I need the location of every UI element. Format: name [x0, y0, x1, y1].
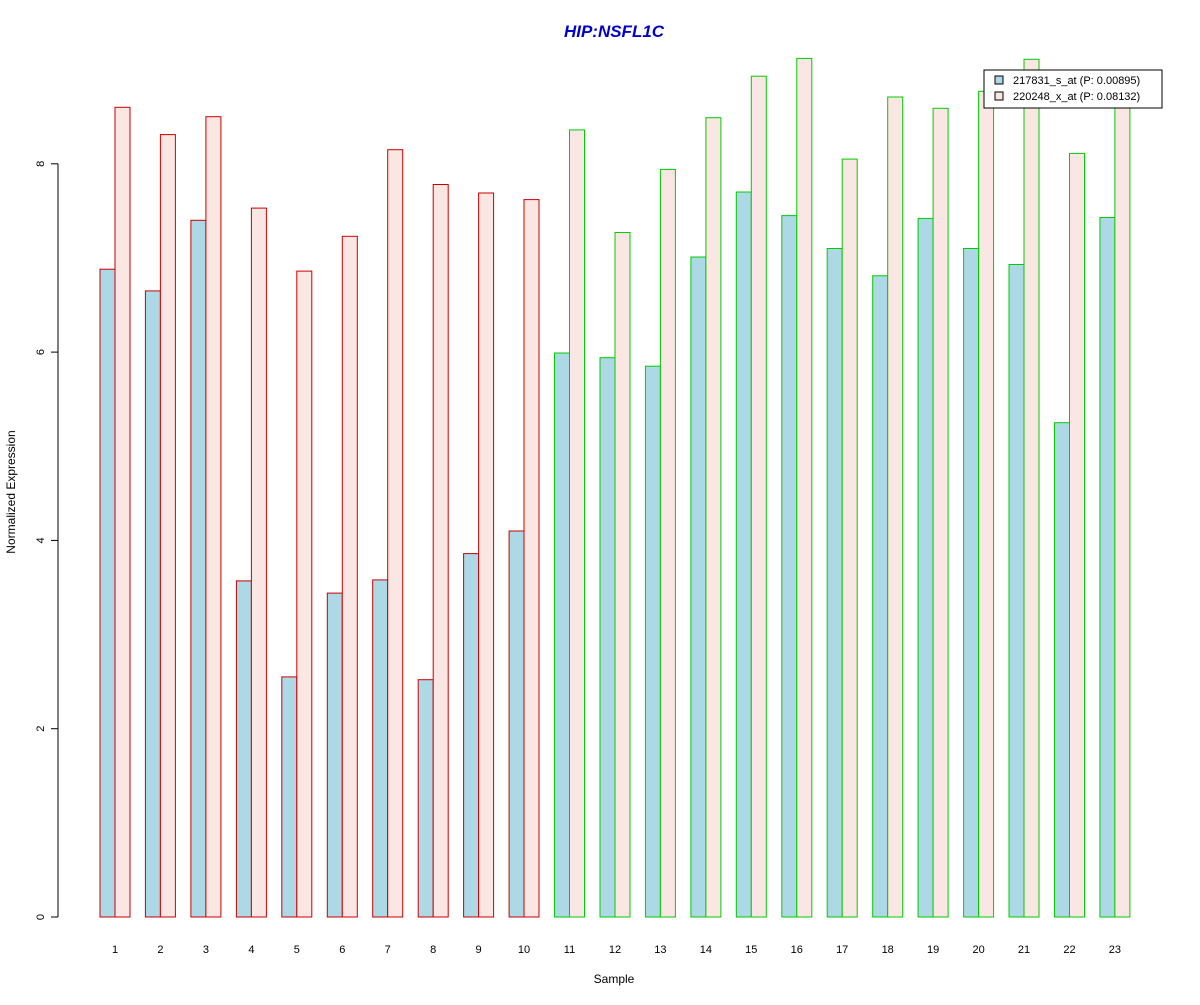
bar-series-1-sample-14 [690, 256, 707, 918]
bar-series-2-sample-17 [841, 158, 858, 918]
x-tick-label: 5 [294, 944, 300, 956]
bar-series-2-sample-12 [614, 232, 631, 918]
x-tick-label: 14 [700, 944, 712, 956]
x-tick-label: 7 [385, 944, 391, 956]
bar-series-2-sample-6 [341, 235, 358, 918]
bar-series-1-sample-20 [963, 248, 980, 918]
bar-series-2-sample-1 [114, 106, 131, 918]
bar-series-2-sample-19 [932, 107, 949, 918]
bar-series-1-sample-3 [190, 219, 207, 918]
bar-series-2-sample-15 [750, 75, 767, 918]
x-tick-label: 6 [339, 944, 345, 956]
x-tick-label: 22 [1063, 944, 1075, 956]
x-tick-label: 1 [112, 944, 118, 956]
x-tick-label: 15 [745, 944, 757, 956]
bar-series-2-sample-16 [796, 57, 813, 918]
x-tick-label: 2 [157, 944, 163, 956]
x-tick-label: 3 [203, 944, 209, 956]
bar-series-1-sample-4 [235, 580, 252, 918]
x-axis-label: Sample [594, 972, 635, 986]
x-tick-label: 18 [882, 944, 894, 956]
bar-series-1-sample-21 [1008, 264, 1025, 918]
x-tick-label: 21 [1018, 944, 1030, 956]
bar-series-1-sample-23 [1099, 217, 1116, 918]
x-tick-label: 20 [972, 944, 984, 956]
y-tick-label: 0 [35, 914, 47, 920]
x-tick-label: 10 [518, 944, 530, 956]
bar-series-2-sample-14 [705, 117, 722, 918]
ticks-layer: 1 2 3 4 5 6 7 8 9 10 11 12 13 14 15 16 17 18 19 20 21 22 23024… [35, 161, 1121, 956]
bar-series-1-sample-17 [826, 248, 843, 918]
chart-title: HIP:NSFL1C [564, 22, 665, 41]
bar-series-1-sample-2 [144, 290, 161, 918]
legend-label-series-2: 220248_x_at (P: 0.08132) [1013, 91, 1140, 103]
bar-series-1-sample-16 [781, 215, 798, 918]
bar-series-1-sample-6 [326, 592, 343, 918]
legend-swatch-series-2 [994, 91, 1004, 101]
bar-series-2-sample-8 [432, 184, 449, 918]
bar-series-2-sample-5 [296, 270, 313, 918]
x-tick-label: 4 [248, 944, 254, 956]
bar-series-2-sample-20 [978, 90, 995, 918]
y-tick-label: 6 [35, 349, 47, 355]
bar-series-1-sample-5 [281, 676, 298, 918]
bar-series-1-sample-13 [644, 365, 661, 918]
bar-series-2-sample-13 [659, 168, 676, 918]
x-tick-label: 9 [476, 944, 482, 956]
x-tick-label: 19 [927, 944, 939, 956]
y-tick-label: 2 [35, 726, 47, 732]
x-tick-label: 8 [430, 944, 436, 956]
bar-series-2-sample-3 [205, 116, 222, 918]
bar-series-1-sample-1 [99, 268, 116, 918]
bar-series-1-sample-15 [735, 191, 752, 918]
bar-series-1-sample-19 [917, 217, 934, 918]
bar-series-1-sample-8 [417, 679, 434, 918]
bar-series-2-sample-22 [1069, 152, 1085, 918]
bar-series-2-sample-10 [523, 199, 540, 918]
bar-series-1-sample-22 [1054, 422, 1070, 918]
x-tick-label: 17 [836, 944, 848, 956]
x-tick-label: 13 [654, 944, 666, 956]
bars-layer [99, 57, 1131, 918]
legend-label-series-1: 217831_s_at (P: 0.00895) [1013, 75, 1140, 87]
bar-series-2-sample-11 [569, 129, 585, 918]
bar-series-2-sample-2 [159, 134, 176, 918]
bar-series-2-sample-21 [1023, 58, 1040, 918]
legend-swatch-series-1 [994, 75, 1004, 85]
legend: 217831_s_at (P: 0.00895) 220248_x_at (P:… [983, 69, 1163, 109]
bar-series-1-sample-18 [872, 275, 889, 918]
bar-series-2-sample-18 [887, 96, 904, 918]
bar-series-1-sample-11 [554, 352, 570, 918]
bar-series-1-sample-12 [599, 357, 616, 918]
bar-series-2-sample-7 [387, 149, 404, 918]
x-tick-label: 23 [1109, 944, 1121, 956]
bar-series-2-sample-9 [478, 192, 495, 918]
bar-series-2-sample-4 [250, 207, 267, 918]
bar-series-1-sample-9 [463, 553, 480, 918]
bar-series-2-sample-23 [1114, 106, 1131, 918]
x-tick-label: 12 [609, 944, 621, 956]
bar-series-1-sample-10 [508, 530, 525, 918]
x-tick-label: 16 [791, 944, 803, 956]
bar-series-1-sample-7 [372, 579, 389, 918]
y-axis-label: Normalized Expression [4, 430, 18, 553]
y-tick-label: 8 [35, 161, 47, 167]
x-tick-label: 11 [564, 944, 575, 956]
legend-box [983, 69, 1163, 109]
y-tick-label: 4 [35, 537, 47, 543]
